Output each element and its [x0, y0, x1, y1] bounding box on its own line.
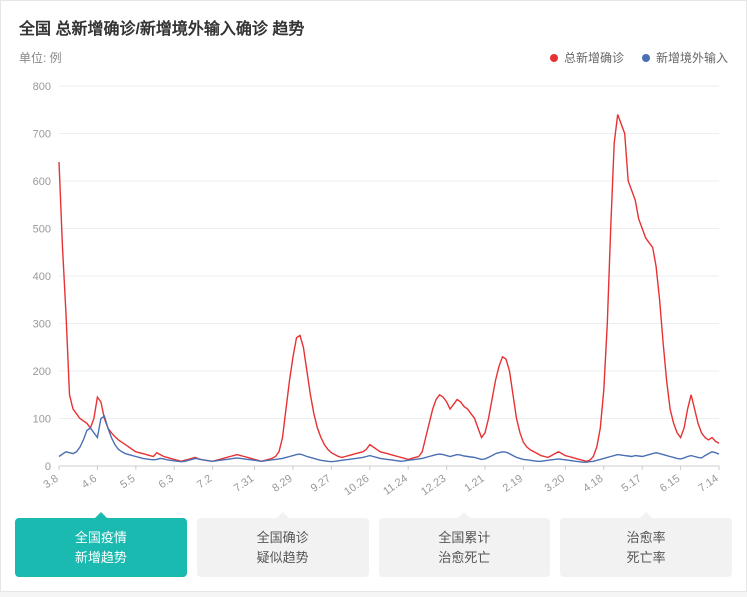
tab-bar: 全国疫情新增趋势全国确诊疑似趋势全国累计治愈死亡治愈率死亡率: [1, 506, 746, 591]
svg-text:7.14: 7.14: [696, 473, 720, 495]
series-line-1: [59, 115, 719, 462]
legend: 总新增确诊 新增境外输入: [550, 49, 728, 66]
svg-text:6.15: 6.15: [658, 473, 682, 495]
svg-text:3.8: 3.8: [41, 473, 60, 492]
svg-text:6.3: 6.3: [157, 473, 176, 492]
svg-text:4.6: 4.6: [80, 473, 99, 492]
tab-3[interactable]: 全国累计治愈死亡: [379, 518, 551, 577]
tab-line2: 治愈死亡: [383, 548, 547, 568]
tab-line1: 全国疫情: [19, 528, 183, 548]
chart-area: 0 100 200 300 400 500 600 700 800 3.8 4.6 5.5 6.3 7.2…: [1, 66, 747, 506]
svg-text:12.23: 12.23: [419, 473, 448, 496]
svg-text:200: 200: [33, 366, 51, 378]
tab-line1: 全国确诊: [201, 528, 365, 548]
svg-text:7.2: 7.2: [195, 473, 214, 492]
svg-text:400: 400: [33, 271, 51, 283]
svg-text:5.5: 5.5: [118, 473, 137, 492]
svg-text:800: 800: [33, 81, 51, 93]
legend-item-2[interactable]: 新增境外输入: [642, 49, 728, 66]
chart-title: 全国 总新增确诊/新增境外输入确诊 趋势: [19, 15, 728, 39]
legend-label-1: 总新增确诊: [564, 49, 624, 66]
svg-text:100: 100: [33, 414, 51, 426]
series-line-2: [59, 416, 719, 462]
card-header: 全国 总新增确诊/新增境外输入确诊 趋势: [1, 1, 746, 43]
tab-line2: 新增趋势: [19, 548, 183, 568]
legend-dot-2: [642, 54, 650, 62]
sub-row: 单位: 例 总新增确诊 新增境外输入: [1, 43, 746, 66]
svg-text:300: 300: [33, 319, 51, 331]
tab-4[interactable]: 治愈率死亡率: [560, 518, 732, 577]
svg-text:10.26: 10.26: [342, 473, 371, 496]
svg-text:5.17: 5.17: [619, 473, 643, 495]
unit-label: 单位: 例: [19, 49, 62, 66]
svg-text:0: 0: [45, 461, 51, 473]
svg-text:2.19: 2.19: [501, 473, 525, 495]
svg-text:1.21: 1.21: [462, 473, 486, 495]
svg-text:4.18: 4.18: [581, 473, 605, 495]
tab-2[interactable]: 全国确诊疑似趋势: [197, 518, 369, 577]
tab-line2: 疑似趋势: [201, 548, 365, 568]
legend-item-1[interactable]: 总新增确诊: [550, 49, 624, 66]
legend-label-2: 新增境外输入: [656, 49, 728, 66]
tab-1[interactable]: 全国疫情新增趋势: [15, 518, 187, 577]
line-chart-svg: 0 100 200 300 400 500 600 700 800 3.8 4.6 5.5 6.3 7.2…: [19, 76, 729, 496]
svg-text:11.24: 11.24: [381, 473, 410, 496]
svg-text:9.27: 9.27: [309, 473, 333, 495]
tab-line1: 治愈率: [564, 528, 728, 548]
tab-line2: 死亡率: [564, 548, 728, 568]
svg-text:8.29: 8.29: [270, 473, 294, 495]
svg-text:600: 600: [33, 176, 51, 188]
chart-card: 全国 总新增确诊/新增境外输入确诊 趋势 单位: 例 总新增确诊 新增境外输入 …: [0, 0, 747, 592]
svg-text:7.31: 7.31: [232, 473, 256, 495]
tab-line1: 全国累计: [383, 528, 547, 548]
legend-dot-1: [550, 54, 558, 62]
svg-text:500: 500: [33, 224, 51, 236]
svg-text:700: 700: [33, 129, 51, 141]
svg-text:3.20: 3.20: [543, 473, 567, 495]
